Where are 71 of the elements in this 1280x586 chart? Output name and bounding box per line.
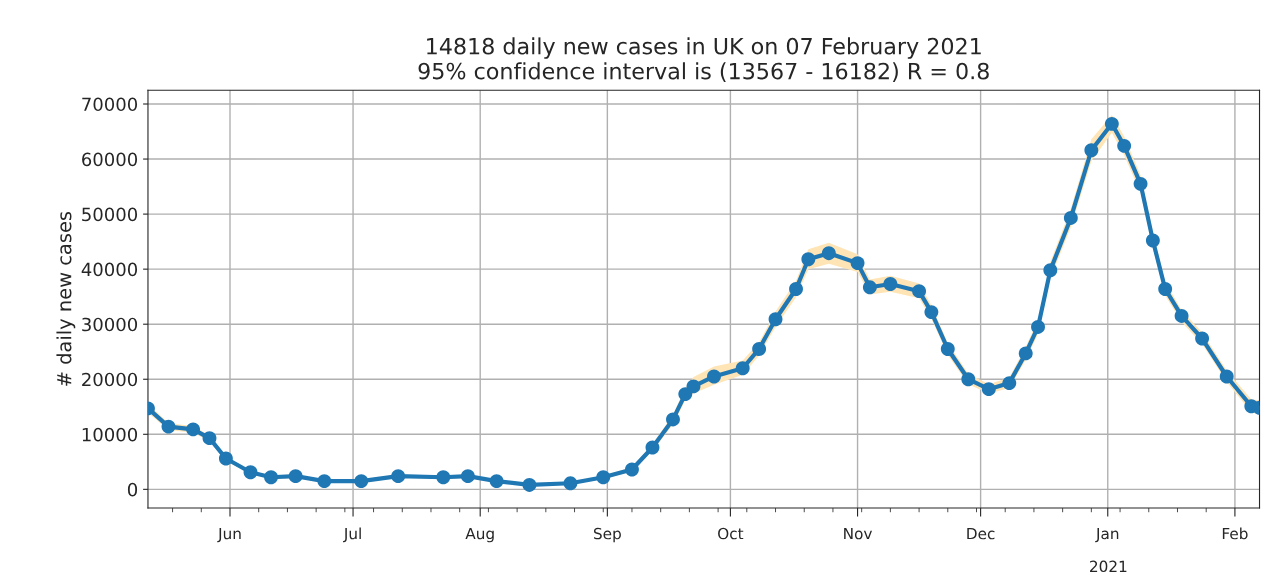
point [460,469,475,484]
point [436,470,451,485]
y-tick-label: 0 [127,482,138,497]
x-tick-label: Dec [967,527,995,540]
point [218,451,233,466]
point [789,282,803,296]
chart-title: 14818 daily new cases in UK on 07 February 2021 [427,37,981,59]
x-tick-label: Aug [465,527,494,543]
y-tick-label: 10000 [82,427,138,442]
point [1084,143,1099,158]
y-axis-title: # daily new cases [56,211,76,386]
point [645,440,660,455]
point [821,246,836,261]
point [1219,369,1234,384]
x-tick-label: Feb [1222,527,1248,540]
point [752,342,767,356]
point [801,252,816,267]
y-tick-label: 40000 [81,262,138,277]
x-tick-label: Oct [718,527,744,540]
point [666,412,680,427]
chart-subtitle: 95% confidence interval is (13567 - 16182) R = 0.8 [418,62,989,83]
point [317,474,332,489]
point [735,361,750,376]
point [243,465,258,480]
point [981,382,996,397]
point [186,422,201,437]
x-tick-label: Jul [343,527,361,543]
point [489,474,504,489]
point [563,476,578,491]
point [161,419,176,434]
point [1031,320,1045,334]
point [1158,282,1173,296]
point [522,478,537,492]
point [1145,233,1160,248]
point [961,372,976,387]
point [1133,176,1148,191]
y-tick-label: 20000 [82,372,138,387]
point [1063,211,1078,225]
text: 2021 [1090,560,1127,573]
point [850,256,865,271]
point [391,469,406,484]
point [1002,376,1017,391]
point [924,305,939,320]
y-tick-label: 50000 [82,207,138,222]
y-tick-label: 70000 [82,97,138,112]
point [596,470,611,485]
point [1104,116,1119,131]
point [1043,263,1058,278]
point [912,284,927,299]
point [202,431,217,446]
point [883,277,898,291]
point [686,379,701,394]
point [625,462,639,477]
point [1018,346,1033,361]
point [768,312,783,327]
point [678,387,693,402]
point [862,280,877,295]
x-tick-label: Jun [217,527,241,543]
point [1195,331,1210,346]
point [1117,138,1132,153]
point [288,469,303,484]
point [264,470,278,485]
x-tick-label: Jan [1095,527,1119,543]
point [1174,309,1189,323]
point [354,474,369,489]
y-tick-label: 30000 [82,317,138,332]
x-tick-label: Nov [844,527,873,540]
x-tick-label: Sep [593,527,621,543]
point [940,342,955,356]
y-tick-label: 60000 [82,152,138,167]
point [707,369,721,384]
